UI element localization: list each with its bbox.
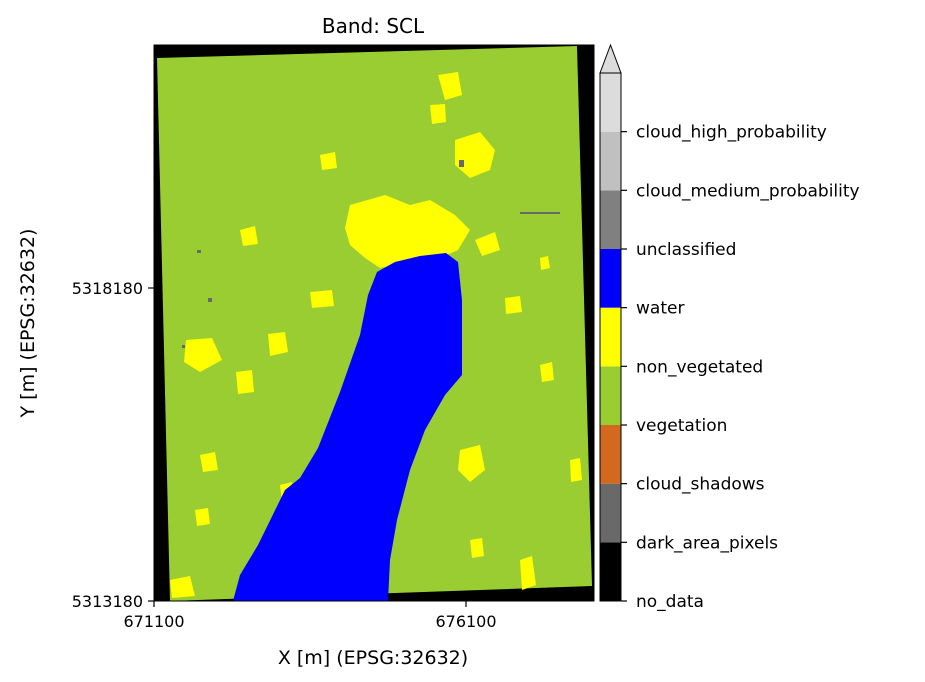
colorbar-swatch-water — [600, 249, 621, 308]
colorbar-swatch-unclassified — [600, 190, 621, 249]
map-raster — [154, 45, 594, 601]
colorbar-swatch-cloud-shadows — [600, 425, 621, 484]
colorbar-label-cloud-shadows: cloud_shadows — [636, 475, 765, 495]
water-body — [233, 253, 462, 601]
colorbar-swatch-dark-area-pixels — [600, 483, 621, 543]
y-axis-label: Y [m] (EPSG:32632) — [17, 229, 39, 419]
colorbar-swatch-no-data — [600, 542, 621, 601]
y-tick-label-1: 5318180 — [72, 279, 143, 298]
colorbar-outline — [599, 72, 622, 602]
colorbar-extend-arrow — [599, 43, 622, 74]
colorbar-label-dark-area-pixels: dark_area_pixels — [636, 533, 778, 553]
x-tick-label-0: 671100 — [123, 612, 184, 631]
y-axis: 5313180 5318180 Y [m] (EPSG:32632) — [17, 229, 154, 611]
x-axis: 671100 676100 X [m] (EPSG:32632) — [123, 601, 497, 669]
colorbar-swatch-non-vegetated — [600, 307, 621, 367]
colorbar-label-cloud-medium-probability: cloud_medium_probability — [636, 181, 860, 201]
colorbar-label-non-vegetated: non_vegetated — [636, 357, 763, 377]
y-tick-label-0: 5313180 — [72, 592, 143, 611]
colorbar-label-cloud-high-probability: cloud_high_probability — [636, 123, 827, 143]
colorbar-label-vegetation: vegetation — [636, 416, 727, 436]
colorbar-label-unclassified: unclassified — [636, 240, 736, 260]
colorbar-swatch-cloud-medium-probability — [600, 131, 621, 191]
x-axis-label: X [m] (EPSG:32632) — [278, 647, 468, 669]
colorbar-label-no-data: no_data — [636, 592, 704, 612]
colorbar: no_data dark_area_pixels cloud_shadows vege… — [599, 43, 860, 612]
map-frame — [153, 44, 595, 602]
x-tick-label-1: 676100 — [435, 612, 496, 631]
colorbar-swatch-vegetation — [600, 366, 621, 425]
colorbar-label-water: water — [636, 299, 684, 319]
map-title: Band: SCL — [322, 14, 425, 38]
dark-area-patches — [182, 160, 560, 348]
colorbar-swatch-cloud-high-probability — [600, 73, 621, 132]
